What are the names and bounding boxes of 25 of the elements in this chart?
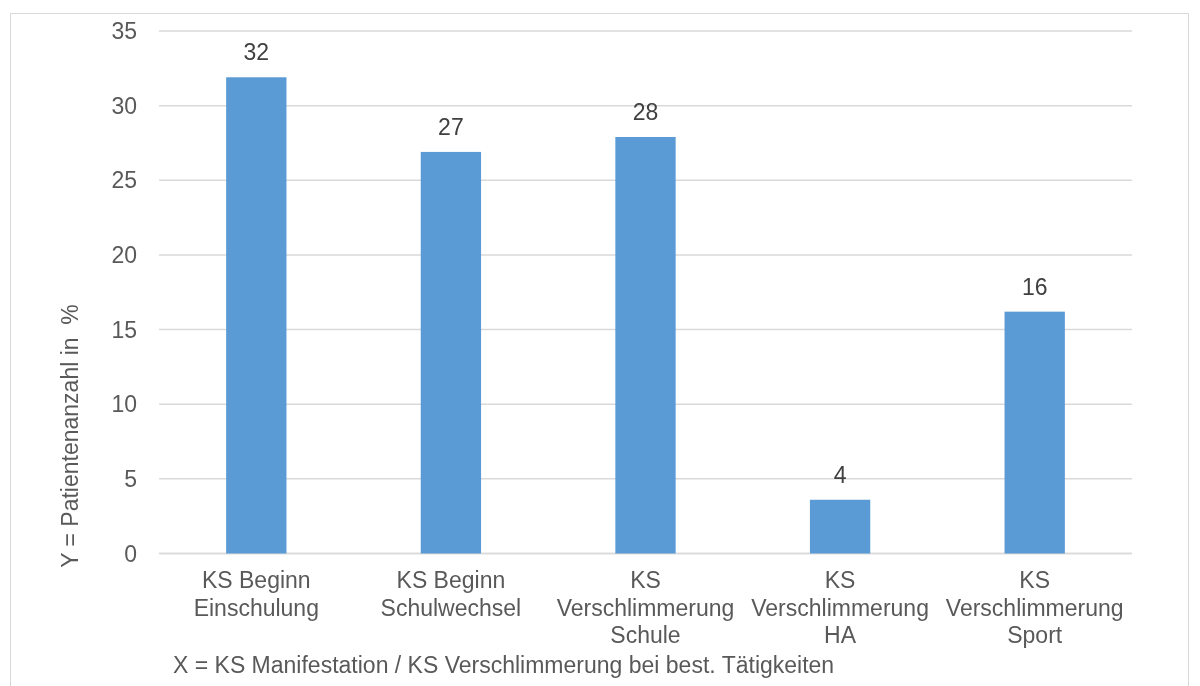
bar [420, 151, 482, 554]
y-tick-label: 35 [111, 18, 137, 45]
x-tick-label: KS Verschlimmerung Schule [556, 567, 735, 648]
bar [1004, 311, 1065, 554]
y-tick-label: 30 [111, 92, 137, 119]
x-tick-label: KS Beginn Einschulung [193, 567, 319, 621]
x-tick-label: KS Beginn Schulwechsel [380, 567, 522, 621]
data-label: 4 [833, 461, 847, 488]
data-label: 16 [1021, 273, 1048, 300]
x-tick-label: KS Verschlimmerung Sport [945, 567, 1124, 648]
bar [226, 77, 287, 554]
y-tick-label: 5 [124, 465, 137, 492]
bar [615, 136, 676, 554]
data-label: 27 [438, 113, 464, 140]
data-label: 32 [243, 39, 270, 66]
y-tick-label: 15 [111, 316, 137, 343]
y-axis-title: Y = Patientenanzahl in % [57, 304, 83, 568]
x-axis-title: X = KS Manifestation / KS Verschlimmerung bei best. Tätigkeiten [173, 652, 835, 678]
y-tick-label: 20 [111, 241, 137, 268]
bar [809, 499, 871, 554]
y-tick-label: 0 [124, 540, 137, 567]
data-label: 28 [632, 98, 659, 125]
x-tick-label: KS Verschlimmerung HA [751, 567, 929, 648]
y-tick-label: 10 [111, 391, 137, 418]
y-tick-label: 25 [111, 167, 137, 194]
